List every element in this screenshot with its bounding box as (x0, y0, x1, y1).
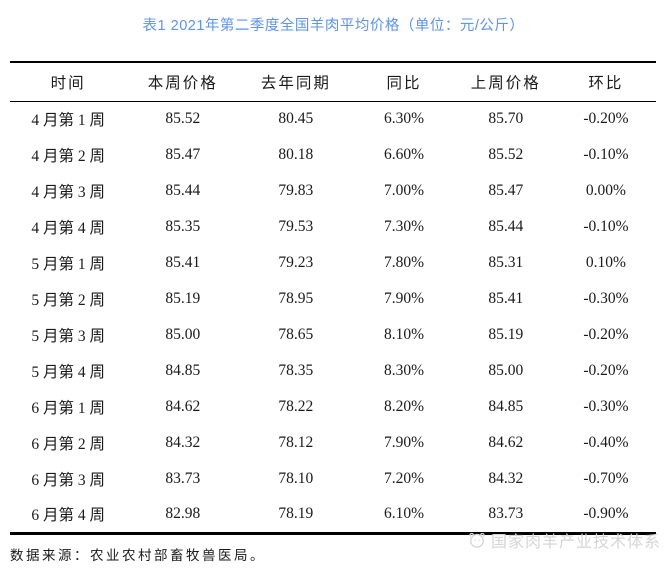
value-cell: 85.00 (165, 326, 201, 343)
value-cell: -0.30% (583, 290, 629, 307)
sheep-logo-icon (467, 530, 487, 550)
value-cell: 85.47 (165, 146, 201, 163)
time-cell: 5 月第 2 周 (31, 292, 105, 309)
value-cell: 80.18 (278, 146, 314, 163)
header-yoy: 同比 (352, 62, 456, 102)
header-last-year-same-period: 去年同期 (239, 62, 353, 102)
table-row: 4 月第 4 周 85.35 79.53 7.30% 85.44 -0.10% (10, 209, 656, 245)
table-row: 6 月第 2 周 84.32 78.12 7.90% 84.62 -0.40% (10, 425, 656, 461)
value-cell: 85.44 (165, 182, 201, 199)
header-time: 时间 (10, 62, 127, 102)
value-cell: 7.20% (384, 470, 425, 487)
value-cell: 84.32 (488, 470, 524, 487)
time-cell: 6 月第 1 周 (31, 400, 105, 417)
time-cell: 6 月第 4 周 (31, 507, 105, 525)
watermark-text: 国家肉羊产业技术体系 (490, 534, 661, 551)
value-cell: 85.31 (488, 254, 524, 271)
table-row: 4 月第 3 周 85.44 79.83 7.00% 85.47 0.00% (10, 173, 656, 209)
value-cell: 84.85 (165, 362, 201, 379)
value-cell: 6.60% (384, 146, 425, 163)
value-cell: 79.53 (278, 218, 314, 235)
table-row: 5 月第 1 周 85.41 79.23 7.80% 85.31 0.10% (10, 245, 656, 281)
value-cell: 84.32 (165, 434, 201, 451)
time-cell: 4 月第 1 周 (31, 112, 105, 130)
value-cell: -0.40% (583, 434, 629, 451)
value-cell: 7.00% (384, 182, 425, 199)
value-cell: 85.00 (488, 362, 524, 379)
value-cell: -0.30% (583, 398, 629, 415)
time-cell: 5 月第 1 周 (31, 256, 105, 273)
value-cell: 80.45 (278, 110, 314, 128)
value-cell: -0.90% (583, 505, 629, 523)
value-cell: 85.70 (488, 110, 524, 128)
value-cell: 78.19 (278, 505, 314, 523)
value-cell: 83.73 (165, 470, 201, 487)
value-cell: 85.41 (165, 254, 201, 271)
value-cell: 7.90% (384, 434, 425, 451)
value-cell: 0.10% (585, 254, 626, 271)
value-cell: 85.41 (488, 290, 524, 307)
value-cell: 85.35 (165, 218, 201, 235)
value-cell: -0.20% (583, 110, 629, 128)
value-cell: 85.52 (165, 110, 201, 128)
value-cell: 84.62 (488, 434, 524, 451)
value-cell: 84.62 (165, 398, 201, 415)
value-cell: 85.52 (488, 146, 524, 163)
table-body: 4 月第 1 周 85.52 80.45 6.30% 85.70 -0.20% 4 月第 2… (10, 101, 656, 533)
value-cell: -0.70% (583, 470, 629, 487)
time-cell: 5 月第 4 周 (31, 364, 105, 381)
header-this-week-price: 本周价格 (126, 62, 240, 102)
value-cell: -0.10% (583, 218, 629, 235)
value-cell: 85.47 (488, 182, 524, 199)
value-cell: -0.20% (583, 362, 629, 379)
table-row: 6 月第 1 周 84.62 78.22 8.20% 84.85 -0.30% (10, 389, 656, 425)
value-cell: 6.10% (384, 505, 425, 523)
price-table: 时间 本周价格 去年同期 同比 上周价格 环比 4 月第 1 周 85.52 80.… (10, 61, 656, 535)
value-cell: 8.30% (384, 362, 425, 379)
value-cell: 78.65 (278, 326, 314, 343)
value-cell: 85.44 (488, 218, 524, 235)
time-cell: 4 月第 4 周 (31, 220, 105, 237)
page-title: 表1 2021年第二季度全国羊肉平均价格（单位：元/公斤） (142, 18, 525, 34)
value-cell: 8.10% (384, 326, 425, 343)
time-cell: 4 月第 3 周 (31, 184, 105, 201)
value-cell: 83.73 (488, 505, 524, 523)
time-cell: 6 月第 3 周 (31, 472, 105, 489)
time-cell: 4 月第 2 周 (31, 148, 105, 165)
time-cell: 6 月第 2 周 (31, 436, 105, 453)
value-cell: 0.00% (585, 182, 626, 199)
header-last-week-price: 上周价格 (455, 62, 556, 102)
value-cell: 85.19 (165, 290, 201, 307)
value-cell: 7.80% (384, 254, 425, 271)
value-cell: 78.12 (278, 434, 314, 451)
table-row: 4 月第 2 周 85.47 80.18 6.60% 85.52 -0.10% (10, 137, 656, 173)
header-wow: 环比 (555, 62, 656, 102)
value-cell: 78.35 (278, 362, 314, 379)
data-source-note: 数据来源：农业农村部畜牧兽医局。 (10, 548, 266, 563)
table-row: 4 月第 1 周 85.52 80.45 6.30% 85.70 -0.20% (10, 101, 656, 137)
time-cell: 5 月第 3 周 (31, 328, 105, 345)
value-cell: 7.90% (384, 290, 425, 307)
value-cell: 85.19 (488, 326, 524, 343)
table-row: 6 月第 3 周 83.73 78.10 7.20% 84.32 -0.70% (10, 461, 656, 497)
value-cell: 79.83 (278, 182, 314, 199)
value-cell: 84.85 (488, 398, 524, 415)
value-cell: -0.20% (583, 326, 629, 343)
value-cell: 78.22 (278, 398, 314, 415)
table-row: 5 月第 2 周 85.19 78.95 7.90% 85.41 -0.30% (10, 281, 656, 317)
table-row: 6 月第 4 周 82.98 78.19 6.10% 83.73 -0.90% (10, 497, 656, 533)
value-cell: 79.23 (278, 254, 314, 271)
value-cell: 8.20% (384, 398, 425, 415)
value-cell: 7.30% (384, 218, 425, 235)
table-row: 5 月第 4 周 84.85 78.35 8.30% 85.00 -0.20% (10, 353, 656, 389)
table-header-row: 时间 本周价格 去年同期 同比 上周价格 环比 (10, 62, 656, 102)
value-cell: -0.10% (583, 146, 629, 163)
value-cell: 6.30% (384, 110, 425, 128)
watermark: 国家肉羊产业技术体系 (467, 528, 661, 552)
table-row: 5 月第 3 周 85.00 78.65 8.10% 85.19 -0.20% (10, 317, 656, 353)
value-cell: 78.10 (278, 470, 314, 487)
value-cell: 78.95 (278, 290, 314, 307)
value-cell: 82.98 (165, 505, 201, 523)
